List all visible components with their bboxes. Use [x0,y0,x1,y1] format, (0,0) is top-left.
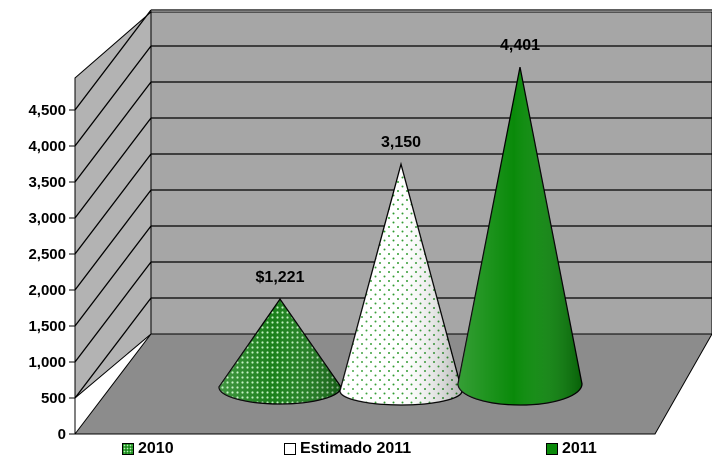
y-tick-label: 4,000 [28,138,66,155]
cone-shading [340,164,462,405]
gridline-side [74,45,152,147]
legend-item-estimado-2011: Estimado 2011 [284,440,411,458]
gridline-side [74,297,152,399]
cone-2 [457,67,583,406]
legend-swatch-2010 [122,443,134,455]
legend-label-estimado-2011: Estimado 2011 [300,440,412,457]
cone-shading [219,299,341,404]
cone-0 [218,297,342,405]
legend-item-2011: 2011 [546,440,597,458]
cones [218,67,583,406]
data-label: $1,221 [256,269,305,286]
y-tick-label: 3,500 [28,174,66,191]
gridline-side [74,153,152,255]
y-tick-label: 2,500 [28,246,66,263]
legend-swatch-2011 [546,443,558,455]
gridline-side [74,261,152,363]
gridline-side [74,9,152,111]
legend-swatch-estimado-2011 [284,443,296,455]
y-axis-ticks: 0 500 1,000 1,500 2,000 2,500 3,000 3,500 4,000 4… [28,102,75,443]
y-tick-label: 3,000 [28,210,66,227]
data-label: 3,150 [381,134,421,151]
cone-1 [339,161,463,406]
legend-label-2011: 2011 [562,440,597,457]
y-tick-label: 1,500 [28,318,66,335]
y-tick-label: 0 [58,426,66,443]
y-tick-label: 4,500 [28,102,66,119]
legend: 2010 Estimado 2011 2011 [0,436,712,461]
cone-shading [458,67,582,406]
gridline-side [74,81,152,183]
gridline-side [74,189,152,291]
data-labels: $1,221 3,150 4,401 [256,37,541,286]
legend-label-2010: 2010 [138,440,174,457]
gridlines [74,9,712,399]
y-tick-label: 500 [41,390,66,407]
legend-item-2010: 2010 [122,440,174,458]
y-tick-label: 1,000 [28,354,66,371]
y-tick-label: 2,000 [28,282,66,299]
data-label: 4,401 [500,37,540,54]
gridline-side [74,225,152,327]
gridline-side [74,117,152,219]
